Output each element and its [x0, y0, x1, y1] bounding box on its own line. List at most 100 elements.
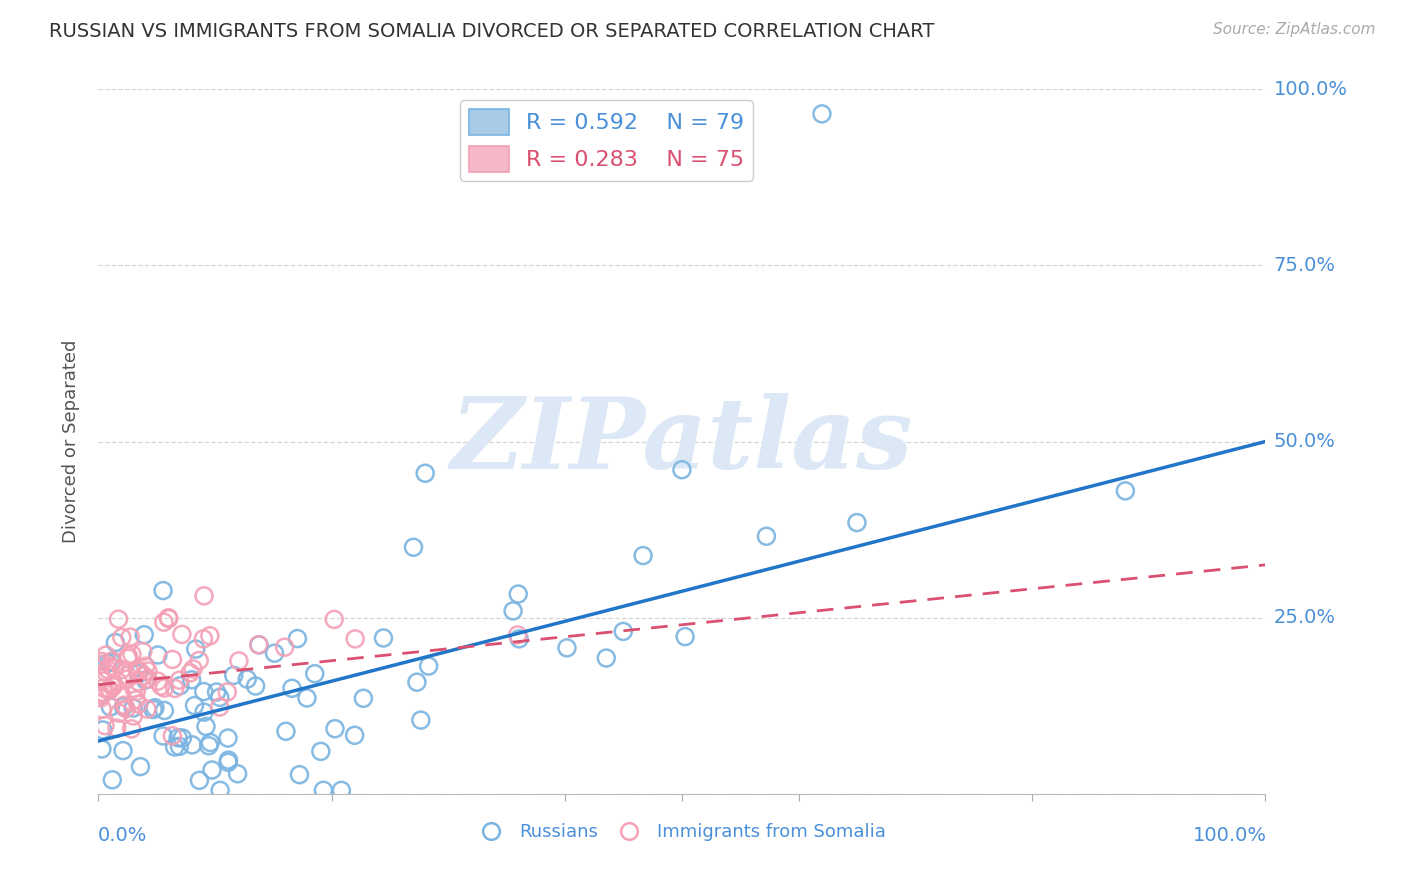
Point	[91, 723, 114, 737]
Point	[115, 701, 138, 715]
Point	[93, 686, 115, 700]
Point	[135, 659, 157, 673]
Point	[170, 627, 193, 641]
Point	[344, 632, 367, 646]
Point	[208, 690, 231, 705]
Point	[502, 604, 524, 618]
Text: 75.0%: 75.0%	[1274, 256, 1336, 275]
Point	[98, 682, 121, 697]
Point	[1114, 483, 1136, 498]
Point	[274, 724, 297, 739]
Point	[184, 642, 207, 657]
Point	[846, 516, 869, 530]
Point	[193, 632, 215, 646]
Point	[153, 681, 176, 695]
Point	[103, 661, 125, 675]
Point	[263, 646, 285, 660]
Point	[94, 718, 117, 732]
Point	[129, 759, 152, 773]
Point	[181, 662, 204, 676]
Point	[631, 549, 654, 563]
Point	[134, 628, 156, 642]
Point	[183, 698, 205, 713]
Point	[98, 699, 121, 714]
Point	[101, 654, 124, 668]
Point	[179, 665, 201, 680]
Point	[90, 657, 112, 672]
Point	[127, 674, 149, 689]
Point	[287, 632, 309, 646]
Point	[506, 628, 529, 642]
Point	[122, 701, 145, 715]
Point	[673, 630, 696, 644]
Point	[91, 655, 114, 669]
Point	[217, 685, 239, 699]
Text: 100.0%: 100.0%	[1274, 79, 1348, 99]
Point	[146, 674, 169, 689]
Point	[112, 698, 135, 713]
Point	[273, 640, 295, 655]
Point	[295, 690, 318, 705]
Point	[111, 743, 134, 757]
Text: RUSSIAN VS IMMIGRANTS FROM SOMALIA DIVORCED OR SEPARATED CORRELATION CHART: RUSSIAN VS IMMIGRANTS FROM SOMALIA DIVOR…	[49, 22, 935, 41]
Point	[103, 677, 125, 691]
Point	[169, 673, 191, 687]
Point	[94, 665, 117, 680]
Point	[111, 663, 134, 677]
Point	[201, 763, 224, 777]
Point	[304, 666, 326, 681]
Point	[323, 612, 346, 626]
Point	[128, 665, 150, 679]
Point	[91, 702, 114, 716]
Text: 50.0%: 50.0%	[1274, 432, 1336, 451]
Point	[193, 705, 215, 719]
Point	[247, 638, 270, 652]
Point	[418, 659, 440, 673]
Point	[172, 731, 194, 745]
Point	[409, 713, 432, 727]
Point	[205, 685, 228, 699]
Point	[153, 615, 176, 630]
Point	[125, 684, 148, 698]
Point	[323, 722, 346, 736]
Text: ZIPatlas: ZIPatlas	[451, 393, 912, 490]
Y-axis label: Divorced or Separated: Divorced or Separated	[62, 340, 80, 543]
Point	[508, 587, 530, 601]
Point	[90, 669, 112, 683]
Point	[209, 783, 232, 797]
Point	[100, 659, 122, 673]
Point	[117, 648, 139, 663]
Point	[96, 662, 118, 676]
Point	[169, 739, 191, 754]
Point	[555, 640, 578, 655]
Point	[612, 624, 634, 639]
Point	[218, 753, 240, 767]
Point	[132, 644, 155, 658]
Point	[162, 652, 184, 666]
Point	[413, 467, 436, 481]
Point	[112, 699, 135, 714]
Point	[352, 691, 374, 706]
Point	[163, 739, 186, 754]
Point	[671, 463, 693, 477]
Point	[188, 773, 211, 788]
Point	[163, 681, 186, 696]
Point	[755, 529, 778, 543]
Text: 25.0%: 25.0%	[1274, 608, 1336, 627]
Point	[122, 681, 145, 696]
Point	[94, 648, 117, 662]
Point	[115, 672, 138, 686]
Point	[107, 674, 129, 689]
Point	[90, 688, 112, 702]
Point	[595, 651, 617, 665]
Point	[136, 672, 159, 686]
Point	[146, 648, 169, 662]
Point	[309, 744, 332, 758]
Point	[180, 673, 202, 687]
Point	[152, 729, 174, 743]
Point	[222, 668, 245, 682]
Point	[162, 729, 184, 743]
Point	[97, 656, 120, 670]
Point	[101, 772, 124, 787]
Point	[150, 679, 173, 693]
